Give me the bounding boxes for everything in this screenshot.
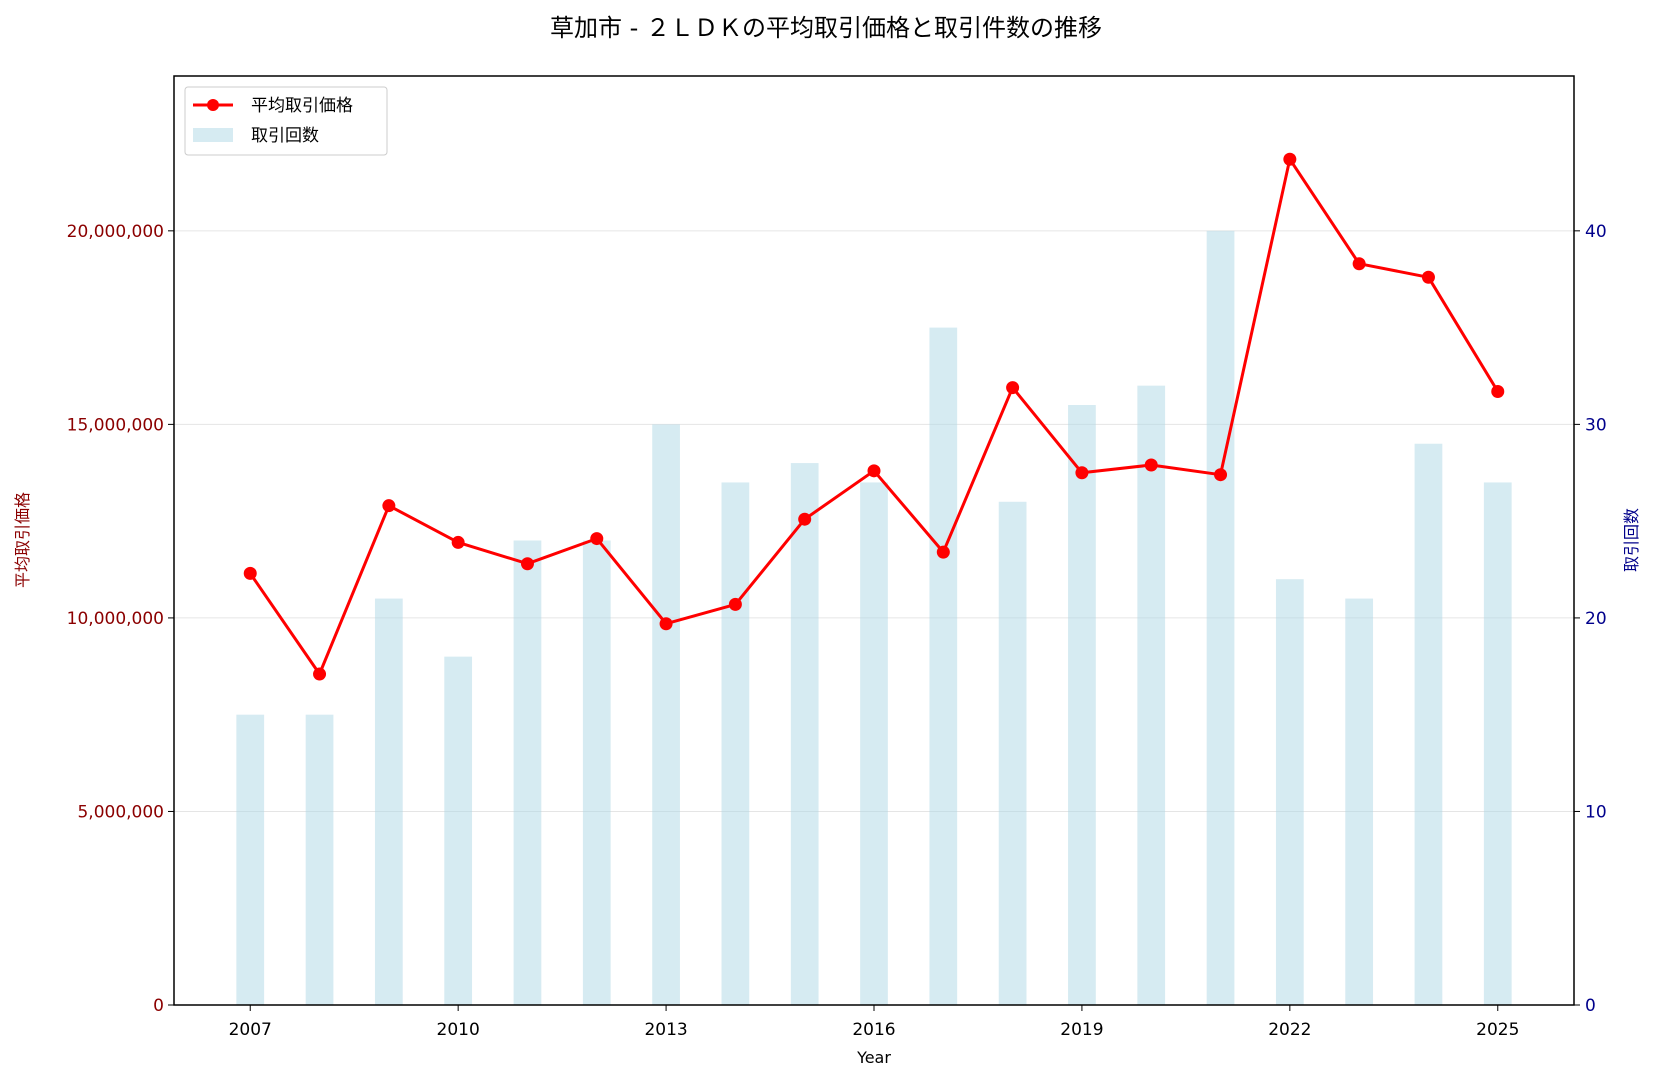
left-tick-label: 0 [153,996,164,1016]
right-tick-label: 30 [1585,415,1607,435]
left-axis-ticks: 0 5,000,000 10,000,000 15,000,000 20,000,000 [67,222,174,1016]
price-point [1144,458,1158,472]
x-tick-label: 2007 [229,1020,272,1040]
left-axis-label: 平均取引価格 [13,492,32,588]
left-tick-label: 10,000,000 [67,609,164,629]
bar [790,463,819,1005]
legend-bar-swatch [193,128,233,142]
bar [860,482,888,1005]
x-tick-label: 2010 [437,1020,480,1040]
bar [582,540,611,1005]
right-axis-ticks: 0 10 20 30 40 [1574,222,1607,1016]
legend-line-marker [207,99,219,111]
bar [513,540,542,1005]
price-point [1006,381,1020,395]
left-tick-label: 5,000,000 [77,802,164,822]
price-point [1491,384,1505,398]
price-point [1283,152,1297,166]
legend: 平均取引価格 取引回数 [184,86,388,156]
price-point [1421,270,1435,284]
x-tick-label: 2022 [1268,1020,1311,1040]
bar [652,424,680,1005]
bar [444,656,473,1005]
chart-title: 草加市 - ２ＬＤＫの平均取引価格と取引件数の推移 [550,14,1102,42]
price-point [728,597,742,611]
bar [721,482,750,1005]
line-series [243,152,1505,681]
price-point [243,566,257,580]
price-point [798,512,812,526]
legend-label-price: 平均取引価格 [251,96,353,116]
left-tick-label: 15,000,000 [67,415,164,435]
right-tick-label: 10 [1585,802,1607,822]
price-point [1075,466,1089,480]
bar [1414,443,1443,1006]
right-tick-label: 20 [1585,609,1607,629]
bar [1206,230,1235,1006]
x-tick-label: 2025 [1476,1020,1519,1040]
price-point [867,464,881,478]
bar [1483,482,1512,1005]
price-point [936,545,950,559]
x-tick-label: 2013 [644,1020,687,1040]
bar [998,501,1027,1005]
legend-label-count: 取引回数 [251,126,319,146]
x-tick-label: 2016 [852,1020,895,1040]
bar-series [236,230,1512,1006]
x-tick-label: 2019 [1060,1020,1103,1040]
bar [929,327,958,1006]
bar [1345,598,1374,1005]
bar [236,714,265,1005]
right-axis-label: 取引回数 [1622,508,1641,572]
x-axis-ticks: 2007 2010 2013 2016 2019 2022 2025 [229,1005,1519,1040]
right-tick-label: 40 [1585,222,1607,242]
price-point [659,617,673,631]
x-axis-label: Year [856,1048,891,1067]
bar [1275,579,1304,1005]
left-tick-label: 20,000,000 [67,222,164,242]
bar [1068,405,1096,1005]
price-point [1352,257,1366,271]
price-point [1214,468,1228,482]
price-point [382,499,396,513]
price-point [520,557,534,571]
right-tick-label: 0 [1585,996,1596,1016]
price-point [313,667,327,681]
bar [1137,385,1166,1006]
price-point [590,532,604,546]
legend-box [184,86,388,156]
price-point [451,535,465,549]
bar [374,598,403,1005]
bar [305,714,334,1005]
